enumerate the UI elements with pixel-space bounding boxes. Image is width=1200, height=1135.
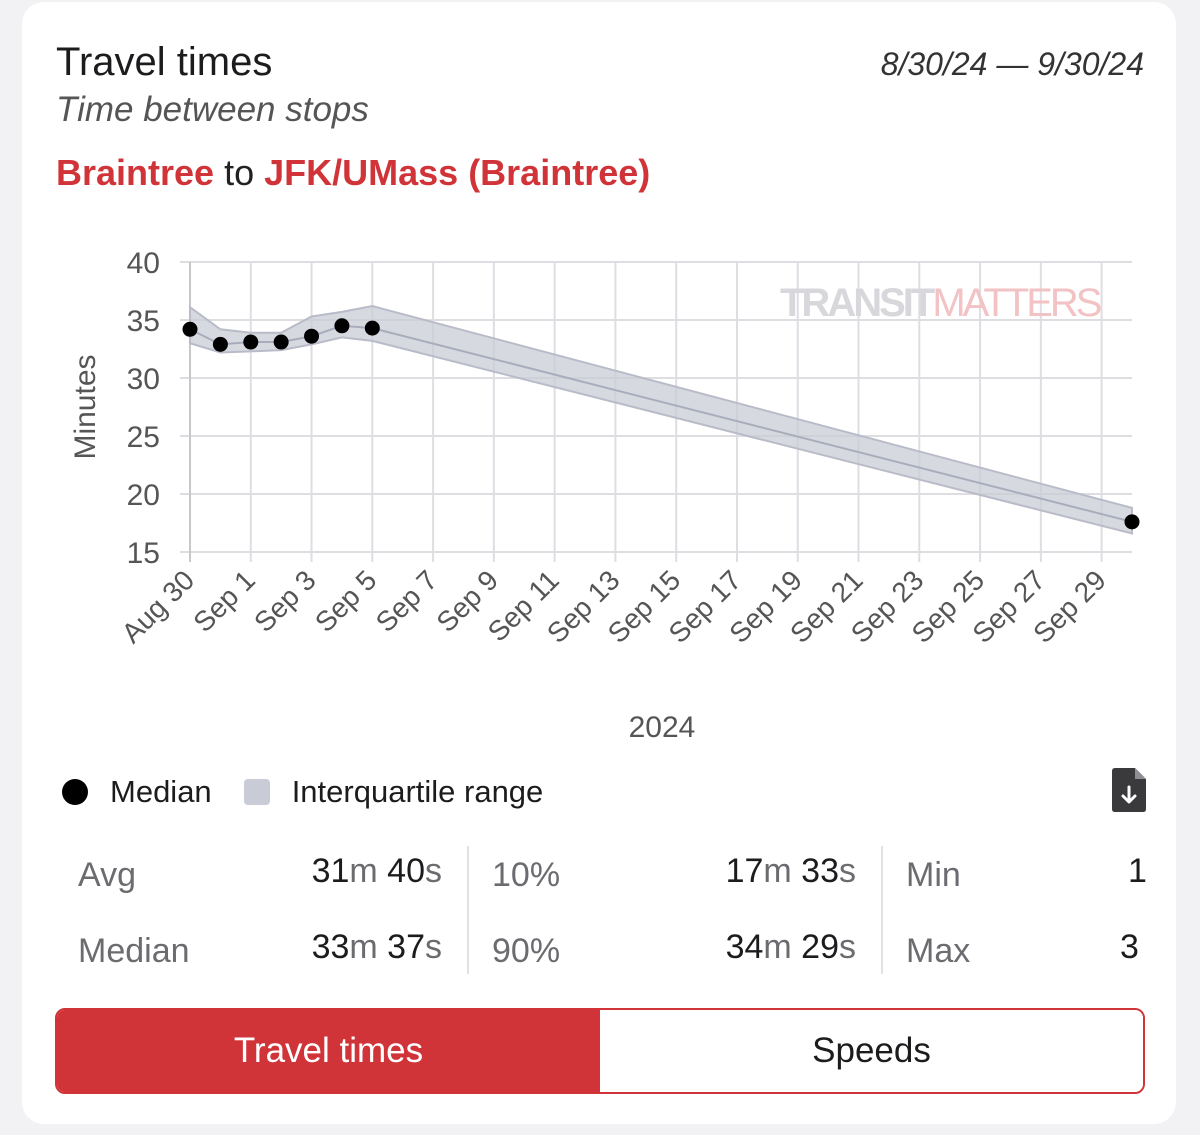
x-axis-label: 2024	[629, 711, 696, 744]
x-tick-label: Sep 1	[187, 564, 261, 638]
x-tick-label: Aug 30	[116, 564, 201, 649]
median-label: Median	[78, 932, 190, 970]
file-download-icon[interactable]	[1112, 768, 1146, 817]
median-point	[212, 336, 228, 352]
p90-value: 34m 29s	[725, 928, 856, 966]
median-point	[182, 321, 198, 337]
transitmatters-watermark: TRANSITMATTERS	[780, 281, 1101, 325]
metric-toggle: Travel times Speeds	[55, 1008, 1145, 1094]
origin-stop: Braintree	[56, 152, 215, 193]
travel-times-tab[interactable]: Travel times	[57, 1010, 600, 1092]
median-point	[334, 318, 350, 334]
legend-median-swatch	[62, 779, 88, 805]
card-subtitle: Time between stops	[56, 90, 369, 129]
min-label: Min	[906, 856, 961, 894]
stats-panel: Avg 31m 40s Median 33m 37s 10% 17m 33s 9…	[22, 842, 1176, 982]
x-tick-label: Sep 3	[248, 564, 322, 638]
p10-label: 10%	[492, 856, 561, 894]
max-value: 3	[1120, 928, 1139, 966]
travel-times-card: Travel times Time between stops 8/30/24 …	[22, 2, 1176, 1124]
median-value: 33m 37s	[311, 928, 442, 966]
route-connector: to	[224, 152, 255, 193]
legend-iqr-swatch	[243, 779, 270, 805]
y-tick-label: 25	[127, 421, 160, 454]
chart-legend: Median Interquartile range	[62, 772, 543, 812]
avg-value: 31m 40s	[311, 852, 442, 890]
speeds-tab[interactable]: Speeds	[600, 1010, 1143, 1092]
y-tick-label: 15	[127, 537, 160, 570]
destination-stop: JFK/UMass (Braintree)	[264, 152, 651, 193]
y-tick-label: 30	[127, 363, 160, 396]
min-value: 1	[1128, 852, 1147, 890]
median-point	[364, 320, 380, 336]
max-label: Max	[906, 932, 971, 970]
x-tick-label: Sep 5	[309, 564, 383, 638]
median-point	[1124, 514, 1140, 530]
route-label: Braintree to JFK/UMass (Braintree)	[56, 152, 650, 194]
y-tick-labels: 15 20 25 30 35 40	[127, 247, 160, 570]
median-point	[243, 334, 259, 350]
stats-divider	[881, 846, 883, 974]
y-axis-label: Minutes	[69, 354, 102, 459]
x-tick-label: Sep 7	[370, 564, 444, 638]
y-tick-label: 35	[127, 305, 160, 338]
legend-iqr-label: Interquartile range	[291, 774, 544, 809]
y-tick-label: 20	[127, 479, 160, 512]
p10-value: 17m 33s	[725, 852, 856, 890]
avg-label: Avg	[78, 856, 136, 894]
median-point	[304, 328, 320, 344]
date-range[interactable]: 8/30/24 — 9/30/24	[880, 46, 1144, 82]
iqr-band-area	[189, 305, 1133, 535]
legend-median-label: Median	[110, 774, 212, 809]
median-point	[273, 334, 289, 350]
stats-divider	[467, 846, 469, 974]
y-tick-label: 40	[127, 247, 160, 280]
chart-grid	[180, 261, 1132, 562]
p90-label: 90%	[492, 932, 561, 970]
iqr-band	[189, 305, 1133, 535]
median-points	[182, 318, 1140, 530]
card-title: Travel times	[56, 40, 273, 84]
